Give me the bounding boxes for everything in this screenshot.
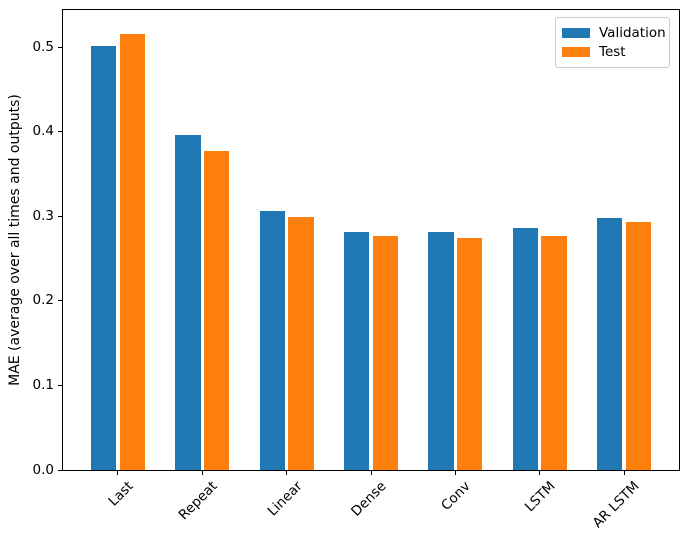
y-tick-label: 0.0 bbox=[32, 461, 54, 478]
legend-label-validation: Validation bbox=[599, 24, 666, 41]
y-tick-mark bbox=[58, 46, 62, 48]
x-tick-mark bbox=[201, 471, 203, 475]
bar-validation-lstm bbox=[512, 228, 538, 470]
x-tick-mark bbox=[370, 471, 372, 475]
x-tick-mark bbox=[117, 471, 119, 475]
y-tick-label: 0.1 bbox=[32, 376, 54, 393]
bar-validation-repeat bbox=[175, 135, 201, 470]
bar-test-dense bbox=[372, 235, 398, 470]
y-tick-mark bbox=[58, 384, 62, 386]
y-axis-label: MAE (average over all times and outputs) bbox=[7, 94, 23, 386]
legend: Validation Test bbox=[555, 17, 670, 68]
bar-validation-dense bbox=[344, 232, 370, 470]
x-tick-mark bbox=[623, 471, 625, 475]
bar-validation-ar-lstm bbox=[597, 218, 623, 470]
legend-label-test: Test bbox=[599, 43, 626, 60]
test-color-swatch bbox=[562, 46, 590, 57]
bar-test-linear bbox=[288, 217, 314, 470]
y-tick-mark bbox=[58, 300, 62, 302]
y-tick-label: 0.2 bbox=[32, 292, 54, 309]
y-tick-mark bbox=[58, 131, 62, 133]
bar-validation-last bbox=[91, 46, 117, 470]
bar-test-last bbox=[119, 33, 145, 470]
x-tick-mark bbox=[454, 471, 456, 475]
bar-validation-linear bbox=[259, 211, 285, 470]
plot-area: Validation Test bbox=[62, 9, 680, 471]
legend-entry-test: Test bbox=[562, 42, 662, 61]
x-tick-mark bbox=[286, 471, 288, 475]
bar-validation-conv bbox=[428, 232, 454, 470]
bar-test-lstm bbox=[541, 235, 567, 470]
bar-test-repeat bbox=[204, 151, 230, 470]
legend-entry-validation: Validation bbox=[562, 23, 666, 42]
bar-test-conv bbox=[457, 238, 483, 470]
y-tick-label: 0.3 bbox=[32, 207, 54, 224]
y-tick-mark bbox=[58, 469, 62, 471]
x-tick-mark bbox=[539, 471, 541, 475]
bar-test-ar-lstm bbox=[625, 222, 651, 470]
y-tick-label: 0.4 bbox=[32, 123, 54, 140]
validation-color-swatch bbox=[562, 27, 590, 38]
x-tick-label-last: Last bbox=[105, 478, 137, 510]
y-tick-mark bbox=[58, 215, 62, 217]
y-tick-label: 0.5 bbox=[32, 38, 54, 55]
